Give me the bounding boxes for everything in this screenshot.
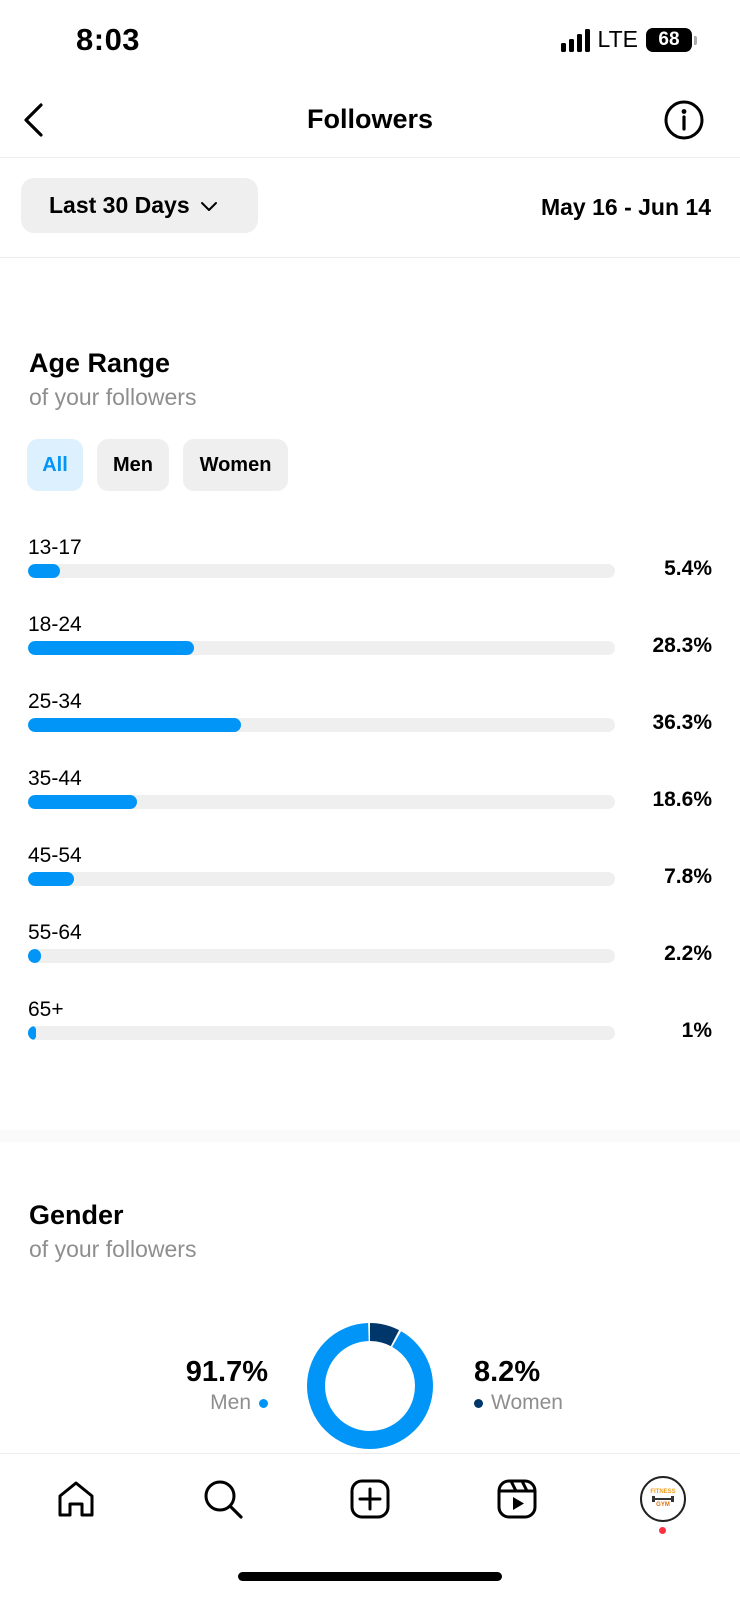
age-row-bar-fill bbox=[28, 795, 137, 809]
section-divider bbox=[0, 1130, 740, 1142]
avatar-text-bottom: GYM bbox=[656, 1502, 670, 1508]
battery-level: 68 bbox=[658, 28, 680, 50]
dumbbell-icon bbox=[652, 1496, 674, 1502]
men-legend-dot bbox=[259, 1398, 268, 1408]
search-icon bbox=[204, 1480, 243, 1519]
age-row-bar-track bbox=[28, 949, 615, 963]
gender-men-label: Men bbox=[210, 1391, 251, 1414]
chevron-left-icon bbox=[24, 103, 43, 137]
cellular-signal-icon bbox=[560, 28, 590, 52]
tab-search[interactable] bbox=[198, 1474, 248, 1524]
gender-men-value: 91.7% bbox=[185, 1356, 268, 1388]
info-circle-icon bbox=[664, 100, 704, 140]
age-range-title: Age Range bbox=[29, 348, 171, 378]
tab-reels[interactable] bbox=[492, 1474, 542, 1524]
info-button[interactable] bbox=[662, 98, 706, 142]
chevron-down-icon bbox=[200, 201, 217, 211]
date-range-dropdown-label: Last 30 Days bbox=[49, 192, 190, 218]
age-row-value: 5.4% bbox=[664, 557, 712, 580]
page-title: Followers bbox=[306, 104, 434, 134]
age-row-bar-track bbox=[28, 718, 615, 732]
age-row-value: 28.3% bbox=[652, 634, 712, 657]
age-row: 45-54 7.8% bbox=[28, 844, 712, 904]
women-legend-dot bbox=[474, 1398, 483, 1408]
date-range-text: May 16 - Jun 14 bbox=[540, 194, 711, 220]
tab-men[interactable]: Men bbox=[97, 439, 169, 491]
age-row-value: 1% bbox=[681, 1019, 712, 1042]
age-row-bar-fill bbox=[28, 872, 74, 886]
age-row-bar-fill bbox=[28, 949, 41, 963]
gender-subtitle: of your followers bbox=[29, 1236, 197, 1262]
age-row-bar-fill bbox=[28, 718, 241, 732]
age-row-value: 18.6% bbox=[652, 788, 712, 811]
age-row-bar-track bbox=[28, 872, 615, 886]
age-row: 55-64 2.2% bbox=[28, 921, 712, 981]
age-row-bar-track bbox=[28, 1026, 615, 1040]
filter-row: Last 30 Days May 16 - Jun 14 bbox=[0, 158, 740, 258]
gender-women-value: 8.2% bbox=[474, 1356, 541, 1388]
status-bar: 8:03 LTE 68 bbox=[0, 0, 740, 84]
donut-slice-men bbox=[307, 1323, 433, 1449]
home-icon bbox=[58, 1481, 94, 1517]
back-button[interactable] bbox=[16, 98, 56, 142]
age-row-bar-track bbox=[28, 564, 615, 578]
age-row-label: 18-24 bbox=[28, 613, 82, 636]
age-row: 65+ 1% bbox=[28, 998, 712, 1058]
gender-men-legend: Men bbox=[186, 1391, 268, 1415]
age-row-value: 36.3% bbox=[652, 711, 712, 734]
age-row: 35-44 18.6% bbox=[28, 767, 712, 827]
network-type: LTE bbox=[597, 26, 638, 52]
tab-home[interactable] bbox=[51, 1474, 101, 1524]
tab-all-label: All bbox=[42, 453, 68, 476]
battery-icon: 68 bbox=[646, 27, 697, 52]
tab-men-label: Men bbox=[113, 453, 153, 476]
age-row-value: 7.8% bbox=[664, 865, 712, 888]
notification-dot bbox=[659, 1527, 666, 1534]
gender-men-stat: 91.7% Men bbox=[186, 1356, 268, 1415]
gender-women-label: Women bbox=[491, 1391, 563, 1414]
age-range-subtitle: of your followers bbox=[29, 384, 197, 410]
gender-donut-chart bbox=[307, 1323, 433, 1449]
age-row-bar-fill bbox=[28, 641, 194, 655]
date-range-dropdown[interactable]: Last 30 Days bbox=[21, 178, 258, 233]
donut-slice-women bbox=[307, 1323, 433, 1449]
age-row: 18-24 28.3% bbox=[28, 613, 712, 673]
create-post-icon bbox=[350, 1479, 390, 1519]
age-row-bar-track bbox=[28, 641, 615, 655]
status-time: 8:03 bbox=[76, 22, 141, 57]
gender-title: Gender bbox=[29, 1200, 124, 1230]
age-row-value: 2.2% bbox=[664, 942, 712, 965]
age-row-bar-track bbox=[28, 795, 615, 809]
age-row-label: 65+ bbox=[28, 998, 64, 1021]
age-row: 13-17 5.4% bbox=[28, 536, 712, 596]
age-row-label: 45-54 bbox=[28, 844, 82, 867]
gender-women-legend: Women bbox=[474, 1391, 563, 1415]
age-row-label: 13-17 bbox=[28, 536, 82, 559]
tab-profile[interactable]: FITNESS GYM bbox=[638, 1474, 688, 1524]
profile-avatar: FITNESS GYM bbox=[640, 1476, 686, 1522]
age-row-bar-fill bbox=[28, 1026, 36, 1040]
tab-create[interactable] bbox=[345, 1474, 395, 1524]
reels-icon bbox=[497, 1479, 537, 1519]
tab-women[interactable]: Women bbox=[183, 439, 288, 491]
avatar-text-top: FITNESS bbox=[650, 1489, 676, 1495]
home-indicator bbox=[238, 1572, 502, 1581]
gender-women-stat: 8.2% Women bbox=[474, 1356, 563, 1415]
age-row: 25-34 36.3% bbox=[28, 690, 712, 750]
tab-all[interactable]: All bbox=[27, 439, 83, 491]
age-row-bar-fill bbox=[28, 564, 60, 578]
age-row-label: 25-34 bbox=[28, 690, 82, 713]
age-row-label: 35-44 bbox=[28, 767, 82, 790]
age-row-label: 55-64 bbox=[28, 921, 82, 944]
nav-header: Followers bbox=[0, 84, 740, 158]
status-indicators: LTE 68 bbox=[560, 26, 697, 53]
tab-women-label: Women bbox=[199, 453, 272, 476]
